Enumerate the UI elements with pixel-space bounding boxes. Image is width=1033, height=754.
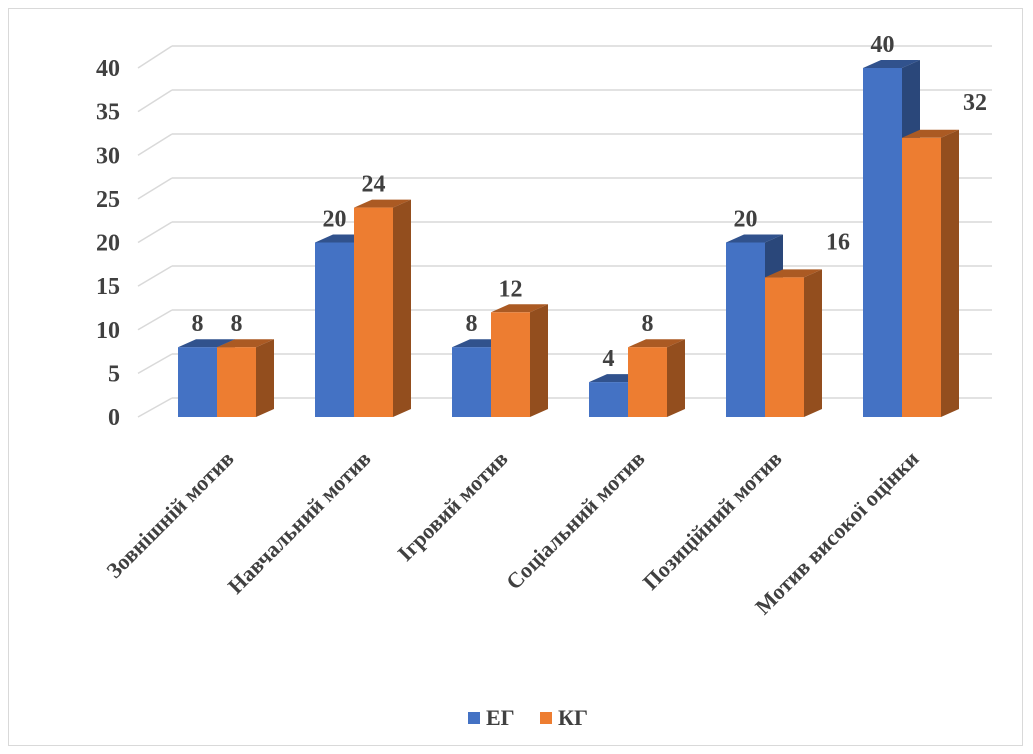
- x-category-label: Зовнішній мотив: [101, 446, 238, 583]
- legend-swatch: [468, 712, 480, 724]
- bar-kg: [354, 199, 411, 417]
- gridline-depth: [137, 353, 173, 375]
- data-label: 8: [231, 311, 243, 337]
- data-label: 24: [362, 172, 386, 198]
- data-label: 40: [871, 32, 895, 58]
- gridline-depth: [137, 397, 173, 418]
- gridlines: [137, 45, 992, 418]
- x-category-label: Ігровий мотив: [393, 446, 513, 566]
- data-label: 8: [192, 311, 204, 337]
- data-label: 32: [963, 90, 987, 116]
- bar-kg: [902, 129, 959, 418]
- data-label: 20: [323, 207, 347, 233]
- bar-kg: [491, 304, 548, 417]
- y-tick-label: 10: [96, 318, 120, 344]
- y-axis: 0 5 10 15 20 25 30 35 40: [96, 56, 120, 431]
- legend: ЕГ КГ: [468, 705, 588, 730]
- data-label: 16: [826, 229, 850, 255]
- gridline-depth: [137, 265, 173, 287]
- x-category-label: Навчальний мотив: [223, 446, 376, 599]
- x-category-label: Позиційний мотив: [638, 446, 787, 595]
- data-label: 4: [603, 346, 615, 372]
- data-label: 20: [734, 207, 758, 233]
- data-labels: 8 8 20 24 8 12 4 8 20 16 40 32: [192, 32, 988, 372]
- y-tick-label: 15: [96, 274, 120, 300]
- x-category-label: Соціальний мотив: [501, 446, 650, 595]
- bar-kg: [217, 339, 274, 417]
- y-tick-label: 35: [96, 100, 120, 126]
- gridline-depth: [137, 309, 173, 331]
- legend-label: ЕГ: [486, 705, 515, 730]
- y-tick-label: 20: [96, 231, 120, 257]
- bar-eg: [726, 234, 783, 417]
- data-label: 8: [642, 311, 654, 337]
- y-tick-label: 25: [96, 187, 120, 213]
- bar-kg: [628, 339, 685, 417]
- gridline-depth: [137, 133, 173, 156]
- gridline-depth: [137, 45, 173, 69]
- gridline-depth: [137, 177, 173, 200]
- bars: [178, 60, 959, 418]
- gridline-depth: [137, 221, 173, 244]
- data-label: 8: [466, 311, 478, 337]
- gridline-depth: [137, 89, 173, 113]
- legend-label: КГ: [558, 705, 588, 730]
- data-label: 12: [499, 276, 523, 302]
- y-tick-label: 0: [108, 405, 120, 431]
- legend-swatch: [540, 712, 552, 724]
- bar-kg: [765, 269, 822, 417]
- y-tick-label: 5: [108, 361, 120, 387]
- y-tick-label: 40: [96, 56, 120, 82]
- y-tick-label: 30: [96, 143, 120, 169]
